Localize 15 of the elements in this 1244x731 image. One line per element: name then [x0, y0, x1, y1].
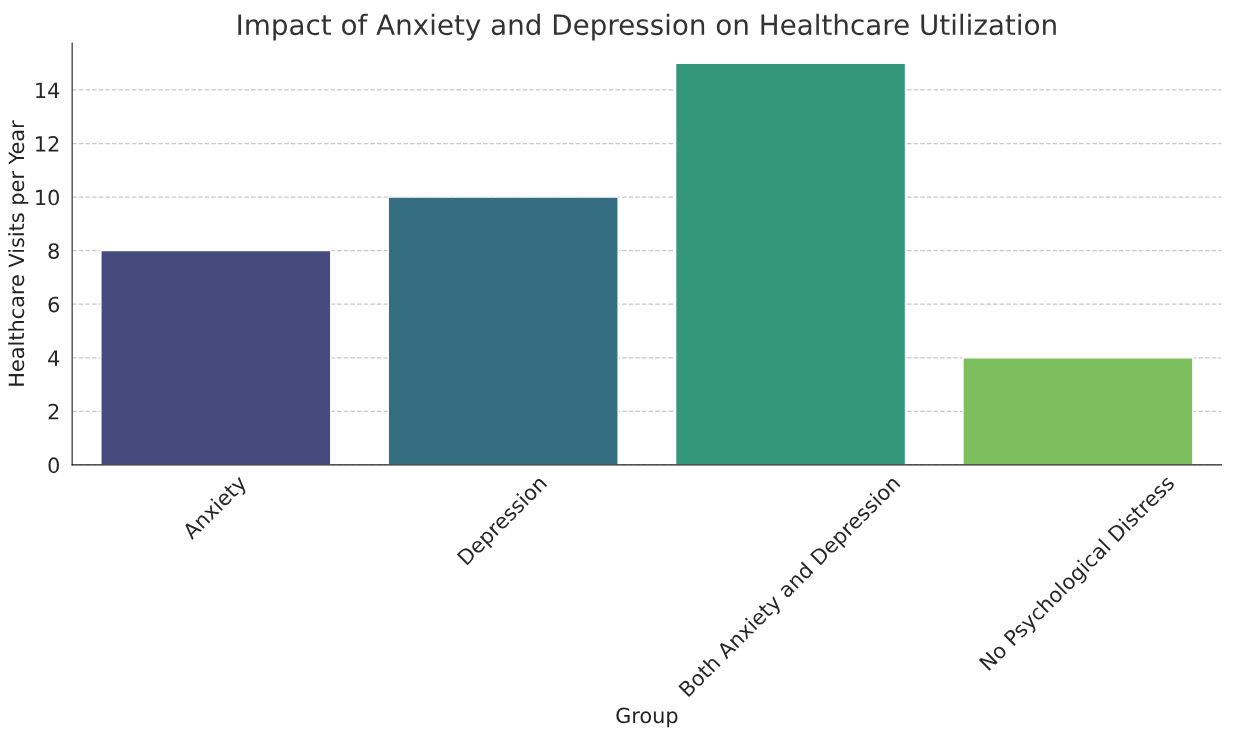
bar	[100, 249, 332, 465]
y-tick-label: 4	[48, 350, 60, 366]
x-axis-title: Group	[616, 707, 678, 728]
y-tick-label: 2	[48, 403, 59, 420]
bar	[962, 357, 1194, 465]
y-tick-label: 12	[36, 136, 59, 152]
bar	[387, 196, 619, 465]
y-tick-label: 14	[36, 82, 60, 98]
y-tick-label: 10	[36, 189, 59, 206]
chart-title: Impact of Anxiety and Depression on Healthcare Utilization	[238, 13, 1056, 41]
y-tick-label: 8	[48, 243, 59, 259]
y-axis-title: Healthcare Visits per Year	[8, 120, 29, 386]
y-tick-label: 0	[48, 457, 59, 474]
bar	[674, 62, 907, 465]
y-tick-label: 6	[48, 296, 60, 313]
